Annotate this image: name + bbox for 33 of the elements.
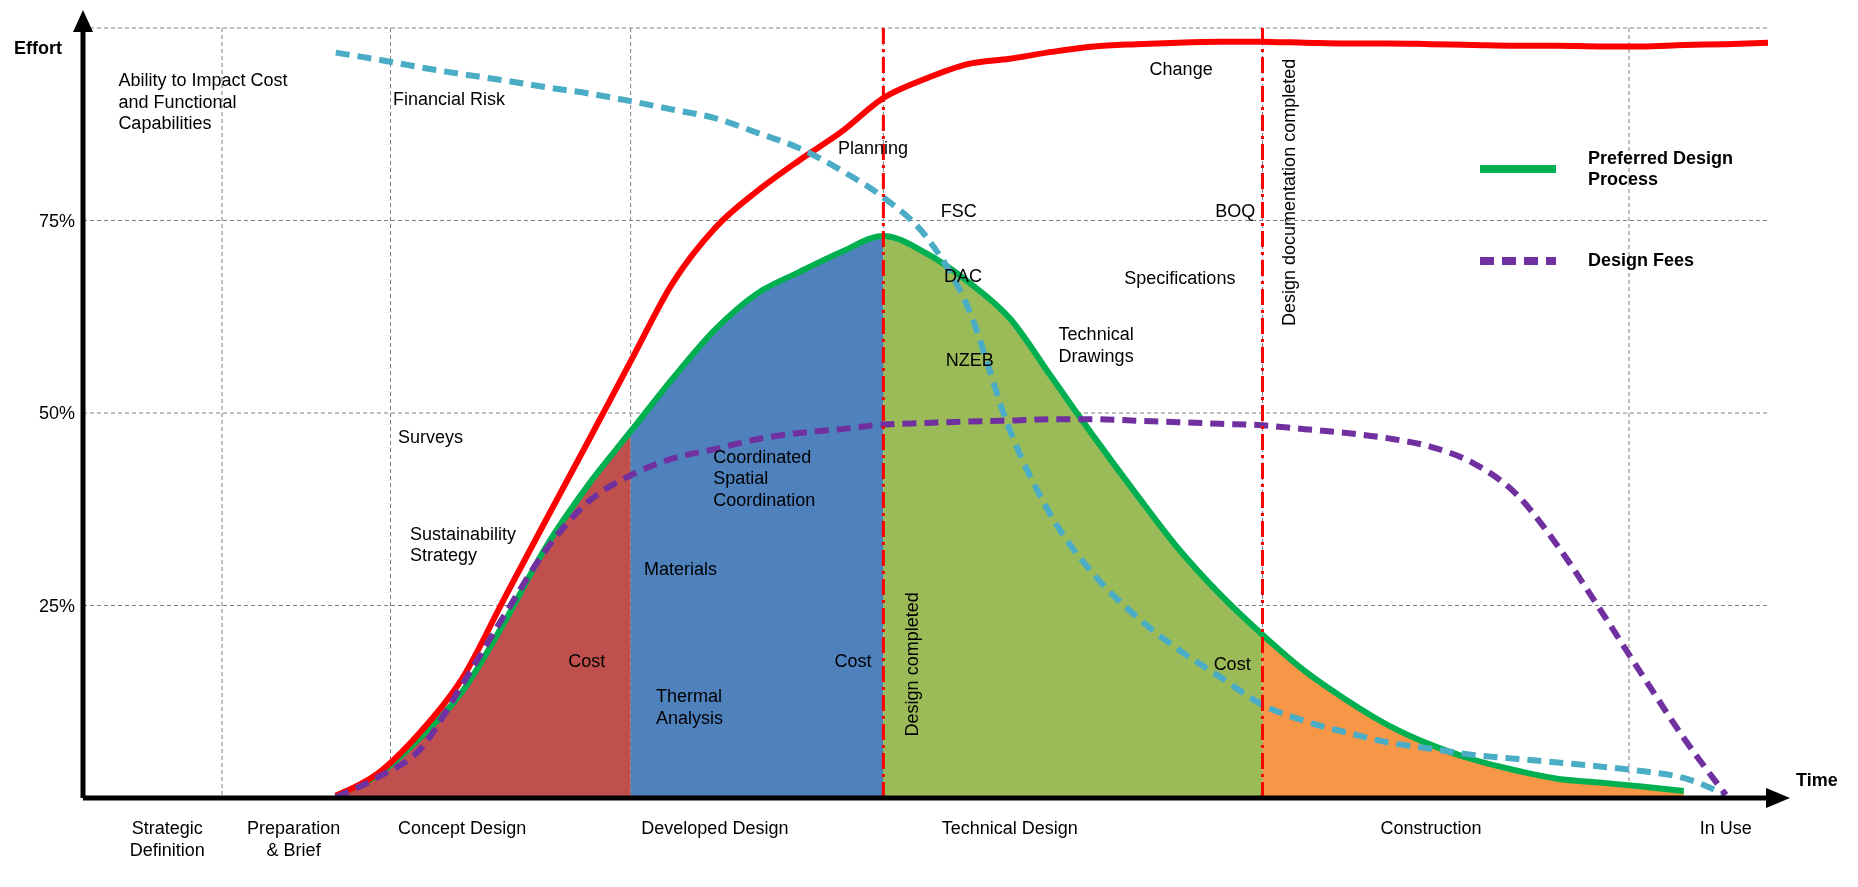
annotation: Ability to Impact Cost and Functional Capabilities xyxy=(118,69,288,134)
annotation: Materials xyxy=(644,558,718,579)
y-tick-label: 25% xyxy=(38,595,75,616)
x-axis-title: Time xyxy=(1796,770,1838,790)
x-tick-label: Strategic Definition xyxy=(129,818,205,860)
annotation: Financial Risk xyxy=(393,88,507,109)
annotation: FSC xyxy=(940,200,977,221)
annotation: Cost xyxy=(1213,653,1251,674)
x-tick-label: Developed Design xyxy=(641,818,789,838)
legend-label: Preferred Design Process xyxy=(1588,148,1735,190)
y-tick-label: 50% xyxy=(38,403,75,424)
annotation: BOQ xyxy=(1215,200,1256,221)
annotation: Design completed xyxy=(901,592,922,737)
annotation: Change xyxy=(1149,58,1213,79)
x-tick-label: Preparation & Brief xyxy=(247,818,341,860)
annotation: Cost xyxy=(568,651,606,672)
annotation: Sustainability Strategy xyxy=(409,523,516,566)
annotation: DAC xyxy=(944,265,983,286)
x-tick-label: Construction xyxy=(1380,818,1482,838)
annotation: Surveys xyxy=(398,426,464,447)
x-tick-label: Concept Design xyxy=(398,818,527,838)
annotation: Cost xyxy=(834,651,872,672)
y-tick-label: 75% xyxy=(38,210,75,231)
annotation: Coordinated Spatial Coordination xyxy=(713,446,816,510)
annotation: Design documentation completed xyxy=(1279,58,1300,326)
annotation: Specifications xyxy=(1124,267,1236,288)
y-axis-title: Effort xyxy=(14,38,62,58)
annotation: Thermal Analysis xyxy=(655,685,723,728)
legend-label: Design Fees xyxy=(1588,250,1696,271)
x-tick-label: Technical Design xyxy=(941,818,1078,838)
annotation: Technical Drawings xyxy=(1058,323,1134,366)
annotation: NZEB xyxy=(945,349,994,370)
x-tick-label: In Use xyxy=(1699,818,1752,838)
